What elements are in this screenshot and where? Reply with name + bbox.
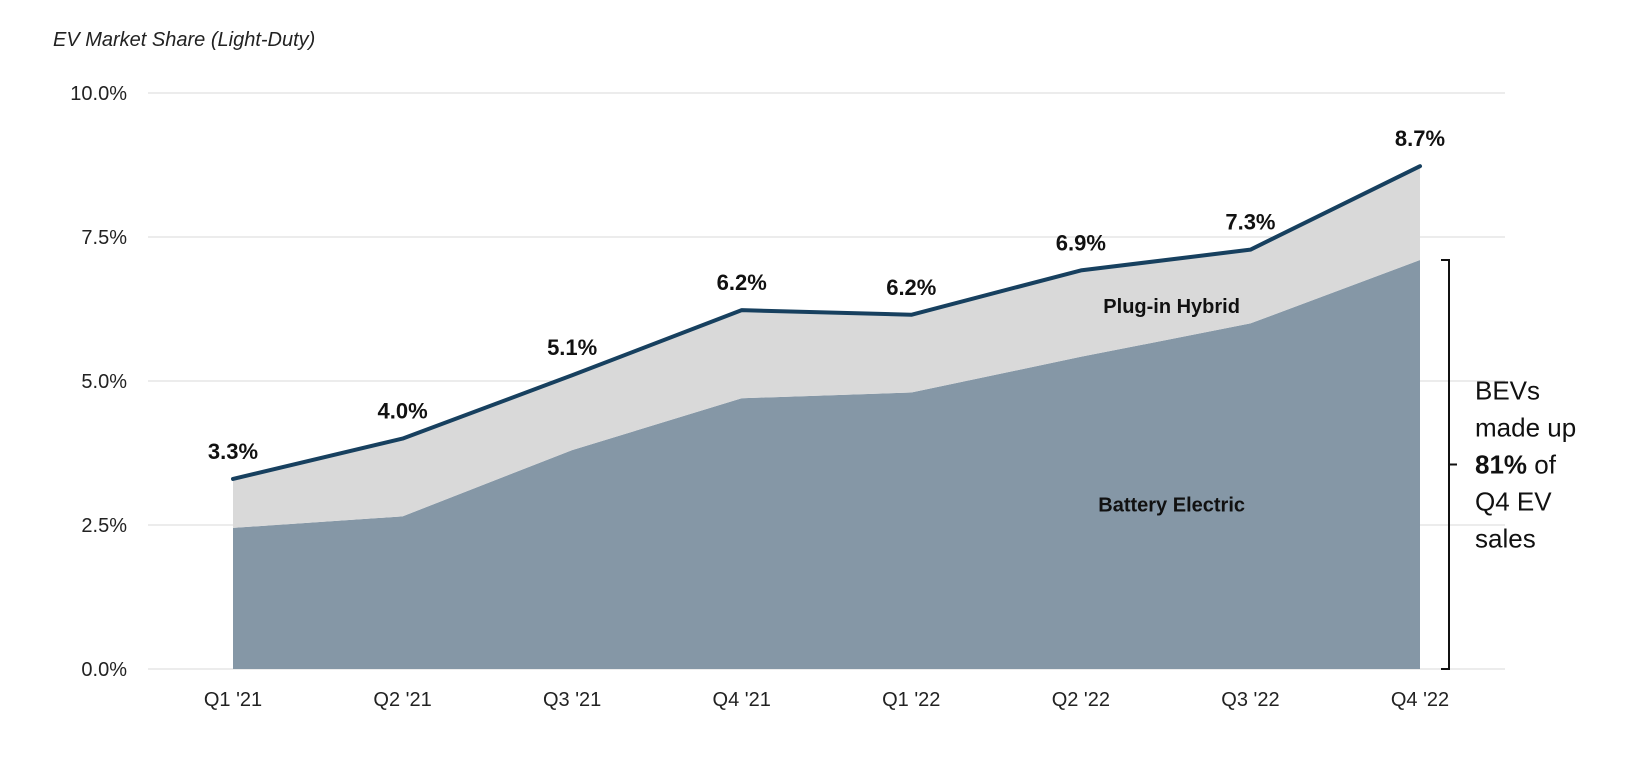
annotation-segment-3-0: Q4 EV <box>1475 487 1552 517</box>
data-label-5: 6.9% <box>1056 230 1106 255</box>
x-tick-label-7: Q4 '22 <box>1391 689 1449 711</box>
total-line-group <box>231 164 1422 481</box>
battery-electric-area <box>233 260 1420 669</box>
y-tick-label-1: 2.5% <box>81 515 127 537</box>
plug-in-hybrid-area <box>233 166 1420 528</box>
data-label-7: 8.7% <box>1395 126 1445 151</box>
y-tick-label-2: 5.0% <box>81 371 127 393</box>
data-label-4: 6.2% <box>886 275 936 300</box>
annotation-bracket <box>1441 259 1457 670</box>
y-tick-labels: 0.0% 2.5% 5.0% 7.5% 10.0% <box>70 83 127 681</box>
stacked-areas <box>233 166 1420 669</box>
x-tick-label-1: Q2 '21 <box>373 689 431 711</box>
y-tick-label-4: 10.0% <box>70 83 127 105</box>
data-label-6: 7.3% <box>1225 210 1275 235</box>
data-label-0: 3.3% <box>208 439 258 464</box>
annotation-line-0: BEVs <box>1475 376 1540 406</box>
annotation-segment-2-1: of <box>1527 450 1557 480</box>
series-labels: Battery Electric Plug-in Hybrid <box>1098 296 1245 516</box>
annotation-segment-0-0: BEVs <box>1475 376 1540 406</box>
x-tick-label-2: Q3 '21 <box>543 689 601 711</box>
x-tick-label-5: Q2 '22 <box>1052 689 1110 711</box>
annotation-segment-2-0: 81% <box>1475 450 1527 480</box>
x-tick-label-4: Q1 '22 <box>882 689 940 711</box>
x-tick-label-3: Q4 '21 <box>713 689 771 711</box>
annotation-line-4: sales <box>1475 524 1536 554</box>
annotation-line-1: made up <box>1475 413 1576 443</box>
y-tick-label-0: 0.0% <box>81 659 127 681</box>
battery-electric-label: Battery Electric <box>1098 495 1245 517</box>
plug-in-hybrid-label: Plug-in Hybrid <box>1103 296 1240 318</box>
bev-share-annotation: BEVs made up 81% of Q4 EV sales <box>1441 259 1576 670</box>
y-axis-title: EV Market Share (Light-Duty) <box>53 29 315 51</box>
annotation-segment-4-0: sales <box>1475 524 1536 554</box>
y-tick-label-3: 7.5% <box>81 227 127 249</box>
x-tick-label-0: Q1 '21 <box>204 689 262 711</box>
total-ev-line <box>231 164 1422 481</box>
x-tick-label-6: Q3 '22 <box>1221 689 1279 711</box>
annotation-line-3: Q4 EV <box>1475 487 1552 517</box>
x-tick-labels: Q1 '21 Q2 '21 Q3 '21 Q4 '21 Q1 '22 Q2 '22 Q3 '… <box>204 689 1449 711</box>
annotation-line-2: 81% of <box>1475 450 1557 480</box>
data-label-1: 4.0% <box>377 399 427 424</box>
data-label-3: 6.2% <box>717 270 767 295</box>
data-labels: 3.3% 4.0% 5.1% 6.2% 6.2% 6.9% 7.3% 8.7% <box>208 126 1445 464</box>
data-label-2: 5.1% <box>547 335 597 360</box>
annotation-segment-1-0: made up <box>1475 413 1576 443</box>
